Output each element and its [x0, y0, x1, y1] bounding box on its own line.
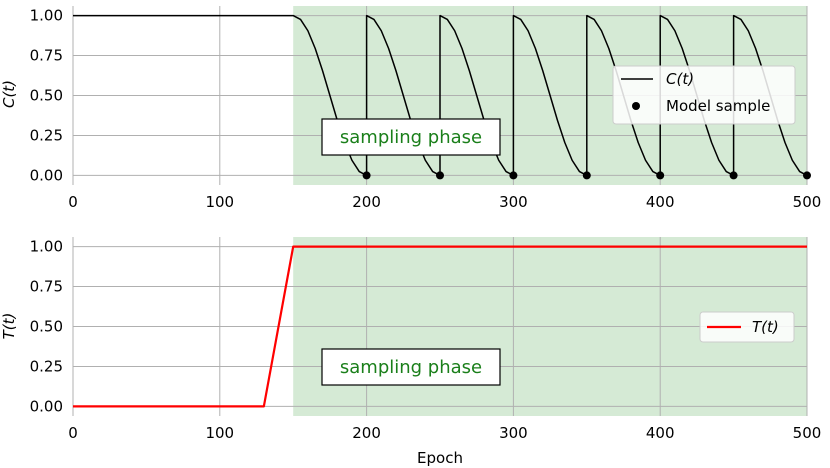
- x-tick-label: 200: [352, 193, 381, 211]
- sampling-phase-label: sampling phase: [321, 118, 501, 156]
- x-tick-label: 400: [646, 193, 675, 211]
- y-axis-label: T(t): [0, 313, 18, 340]
- y-tick-label: 1.00: [30, 7, 63, 25]
- x-axis-label: Epoch: [417, 449, 463, 467]
- x-tick-labels: 0 100 200 300 400 500: [68, 193, 821, 211]
- y-tick-labels: 0.00 0.25 0.50 0.75 1.00: [30, 238, 63, 416]
- y-tick-label: 0.25: [30, 357, 63, 375]
- x-tick-label: 100: [205, 193, 234, 211]
- y-tick-label: 0.75: [30, 278, 63, 296]
- model-sample-point: [656, 171, 665, 180]
- model-sample-point: [509, 171, 518, 180]
- x-tick-label: 200: [352, 424, 381, 442]
- legend-label-sample: Model sample: [666, 97, 770, 115]
- legend-marker-sample: [632, 102, 640, 110]
- y-tick-label: 1.00: [30, 238, 63, 256]
- x-tick-label: 300: [499, 424, 528, 442]
- legend-label-c: C(t): [666, 70, 694, 88]
- y-tick-label: 0.00: [30, 397, 63, 415]
- x-tick-labels: 0 100 200 300 400 500: [68, 424, 821, 442]
- model-sample-point: [436, 171, 444, 180]
- model-sample-point: [362, 171, 371, 180]
- plot-area: [73, 245, 807, 408]
- series-line-t: [73, 245, 807, 408]
- x-tick-label: 500: [793, 193, 822, 211]
- model-sample-point: [803, 171, 811, 180]
- y-tick-label: 0.50: [30, 318, 63, 336]
- legend-label-t: T(t): [752, 318, 779, 336]
- series-line-c: [73, 14, 808, 177]
- y-tick-label: 0.50: [30, 87, 63, 105]
- y-axis-label: C(t): [0, 80, 18, 108]
- panel-t-of-t: 0.00 0.25 0.50 0.75 1.00 0 100 200 300 400 500 T(…: [0, 237, 821, 467]
- sampling-phase-label: sampling phase: [321, 348, 501, 386]
- sampling-phase-text: sampling phase: [340, 127, 482, 148]
- sampling-phase-text: sampling phase: [340, 357, 482, 378]
- x-tick-label: 0: [68, 424, 78, 442]
- x-tick-label: 400: [646, 424, 675, 442]
- x-tick-label: 500: [793, 424, 822, 442]
- x-tick-label: 0: [68, 193, 78, 211]
- x-tick-label: 300: [499, 193, 528, 211]
- y-tick-label: 0.00: [30, 166, 63, 184]
- y-tick-label: 0.75: [30, 47, 63, 65]
- legend: C(t) Model sample: [612, 65, 796, 125]
- panel-c-of-t: 0.00 0.25 0.50 0.75 1.00 0 100 200 300 400 500 C(…: [0, 6, 821, 211]
- y-tick-label: 0.25: [30, 126, 63, 144]
- model-sample-point: [582, 171, 591, 180]
- y-tick-labels: 0.00 0.25 0.50 0.75 1.00: [30, 7, 63, 185]
- x-tick-label: 100: [205, 424, 234, 442]
- model-sample-point: [729, 171, 738, 180]
- plot-area: [73, 14, 811, 180]
- legend: T(t): [699, 311, 795, 343]
